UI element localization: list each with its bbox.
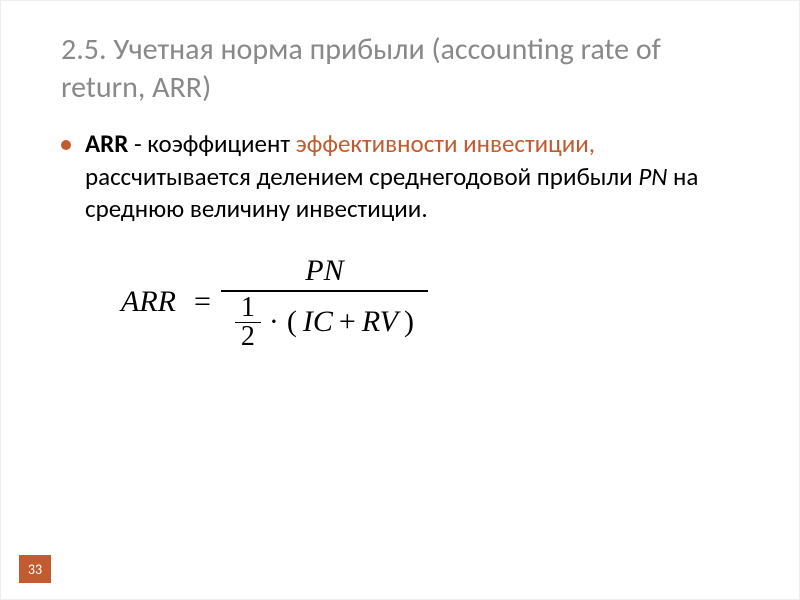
denominator: 1 2 · (IC + RV) [221, 292, 428, 353]
numerator: PN [291, 252, 357, 290]
page-number: 33 [28, 561, 42, 578]
var-ic: IC [303, 305, 333, 339]
term-arr: ARR [85, 128, 128, 159]
body-text: ARR - коэффициент эффективности инвестиц… [85, 128, 749, 226]
one-half-fraction: 1 2 [235, 294, 261, 351]
half-denominator: 2 [235, 323, 261, 351]
rparen: ) [404, 305, 414, 339]
plus-sign: + [339, 305, 356, 339]
main-fraction: PN 1 2 · (IC + RV) [221, 252, 428, 353]
half-numerator: 1 [235, 294, 261, 322]
body-segment-1: - коэффициент [128, 128, 295, 159]
multiply-dot: · [267, 305, 281, 339]
bullet-item: ARR - коэффициент эффективности инвестиц… [61, 128, 749, 226]
lparen: ( [287, 305, 297, 339]
var-rv: RV [362, 305, 398, 339]
slide: 2.5. Учетная норма прибыли (accounting r… [0, 0, 800, 600]
formula-lhs: ARR [121, 285, 176, 319]
slide-title: 2.5. Учетная норма прибыли (accounting r… [61, 31, 749, 106]
page-number-badge: 33 [19, 555, 51, 583]
body-segment-2: рассчитывается делением среднегодовой пр… [85, 161, 638, 192]
formula: ARR = PN 1 2 · (IC + RV) [61, 252, 749, 353]
accent-text: эффективности инвестиции, [296, 128, 595, 159]
equals-sign: = [194, 285, 211, 319]
bullet-dot-icon [61, 140, 71, 150]
pn-italic: PN [638, 161, 667, 192]
